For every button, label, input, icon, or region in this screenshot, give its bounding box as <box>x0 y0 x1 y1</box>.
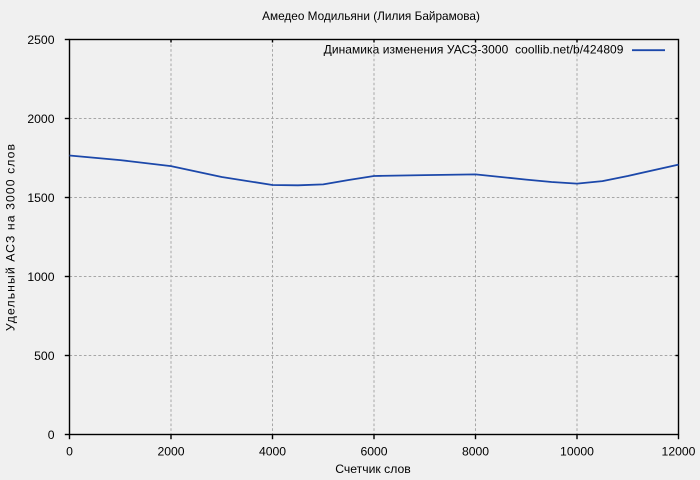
svg-text:8000: 8000 <box>462 445 489 459</box>
svg-text:1500: 1500 <box>27 191 54 205</box>
svg-text:0: 0 <box>66 445 73 459</box>
svg-text:4000: 4000 <box>259 445 286 459</box>
svg-text:Динамика изменения УАСЗ-3000: Динамика изменения УАСЗ-3000 coollib.net… <box>324 43 624 57</box>
svg-text:6000: 6000 <box>360 445 387 459</box>
svg-text:2000: 2000 <box>157 445 184 459</box>
svg-text:500: 500 <box>34 349 55 363</box>
svg-text:12000: 12000 <box>662 445 696 459</box>
svg-text:10000: 10000 <box>560 445 594 459</box>
svg-text:0: 0 <box>48 428 55 442</box>
svg-text:2000: 2000 <box>27 112 54 126</box>
svg-text:Удельный АСЗ на 3000 слов: Удельный АСЗ на 3000 слов <box>4 143 18 331</box>
svg-text:1000: 1000 <box>27 270 54 284</box>
svg-text:Счетчик слов: Счетчик слов <box>335 462 410 476</box>
svg-text:2500: 2500 <box>27 33 54 47</box>
svg-text:Амедео Модильяни (Лилия Байрам: Амедео Модильяни (Лилия Байрамова) <box>262 9 480 23</box>
